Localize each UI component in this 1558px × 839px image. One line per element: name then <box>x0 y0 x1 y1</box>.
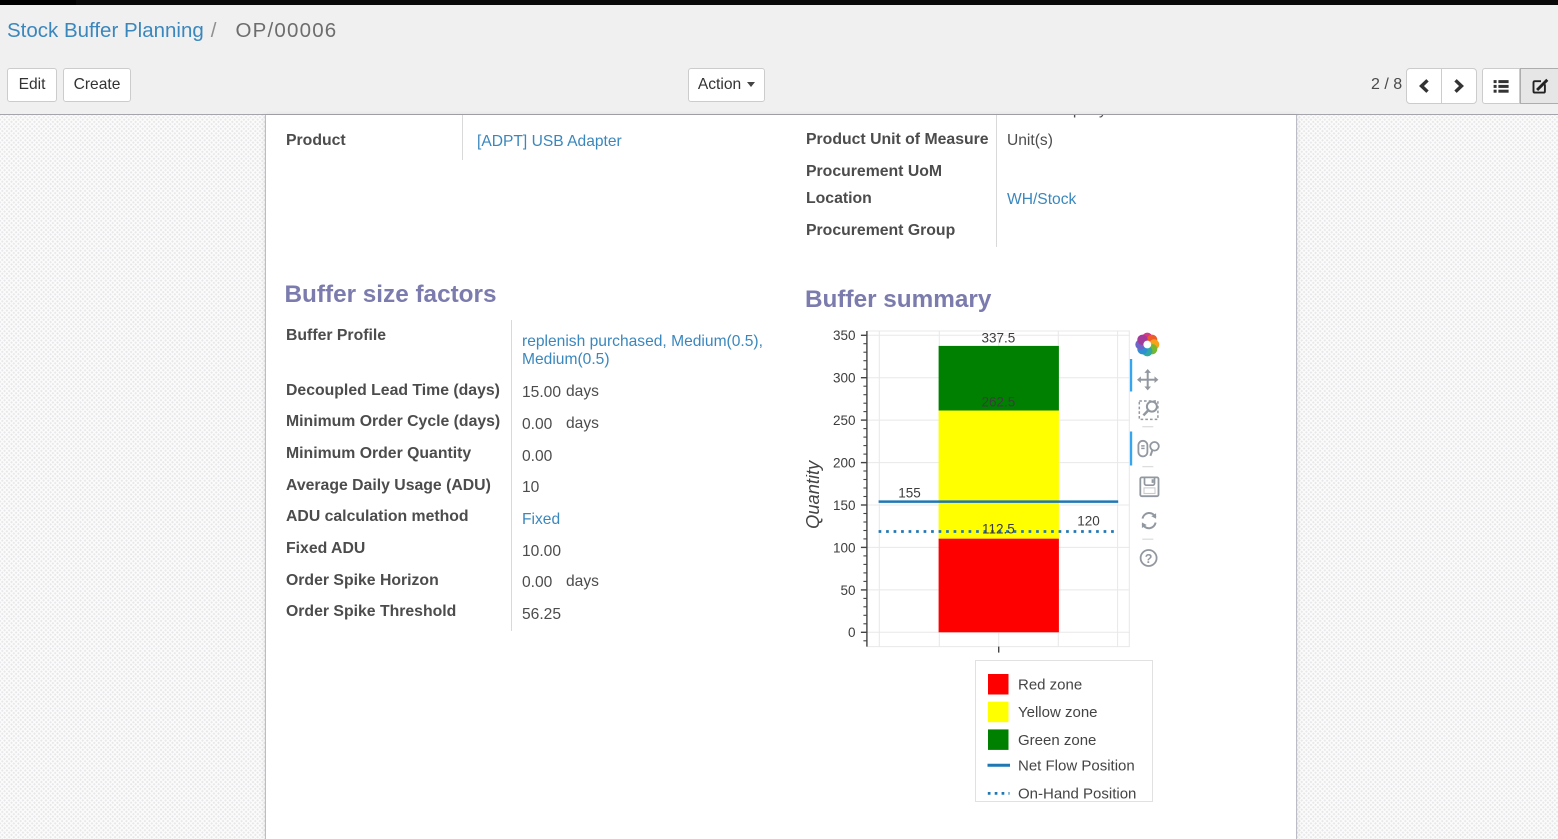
svg-text:262.5: 262.5 <box>982 394 1016 409</box>
svg-text:On-Hand Position: On-Hand Position <box>1018 786 1136 802</box>
svg-text:150: 150 <box>833 498 856 513</box>
svg-text:?: ? <box>1145 552 1153 566</box>
svg-text:337.5: 337.5 <box>982 330 1016 345</box>
svg-text:250: 250 <box>833 413 856 428</box>
svg-text:155: 155 <box>898 485 921 500</box>
svg-text:350: 350 <box>833 328 856 343</box>
svg-text:200: 200 <box>833 456 856 471</box>
svg-text:300: 300 <box>833 371 856 386</box>
svg-text:Green zone: Green zone <box>1018 732 1096 749</box>
svg-text:100: 100 <box>833 540 856 555</box>
svg-text:0: 0 <box>848 625 856 640</box>
svg-text:Red zone: Red zone <box>1018 677 1082 694</box>
svg-text:Yellow zone: Yellow zone <box>1018 704 1098 721</box>
svg-text:Quantity: Quantity <box>806 459 823 529</box>
svg-text:112.5: 112.5 <box>982 522 1015 537</box>
svg-text:Net Flow Position: Net Flow Position <box>1018 757 1135 774</box>
svg-text:50: 50 <box>840 583 855 598</box>
svg-text:120: 120 <box>1077 514 1100 529</box>
